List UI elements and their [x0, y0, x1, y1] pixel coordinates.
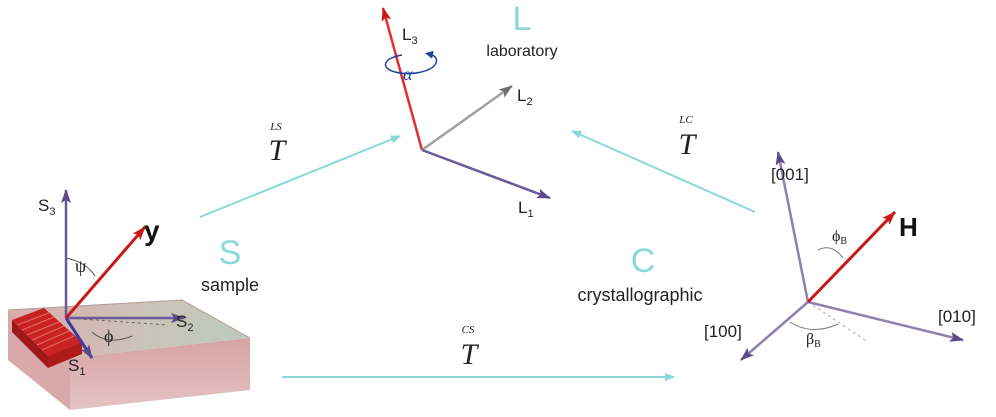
betab-projection-line: [807, 301, 869, 343]
sample-frame-letter: S: [219, 234, 242, 272]
angle-phi-label: ϕ: [104, 326, 113, 346]
sample-axis-s2-label: S2: [176, 312, 193, 334]
sample-frame-name: sample: [201, 275, 259, 295]
crystal-vector-h: [806, 210, 897, 304]
rotation-alpha-label: α: [403, 64, 413, 84]
transform-lc-superscript: LC: [678, 114, 693, 126]
crystal-axis-100: [740, 301, 809, 361]
angle-psi-label: ψ: [75, 256, 87, 276]
transform-label-cs: CS T: [461, 324, 480, 371]
lab-frame-letter: L: [513, 0, 532, 38]
sample-frame: S3 S2 S1 y ψ ϕ S sample: [7, 189, 259, 410]
crystal-frame-name: crystallographic: [577, 285, 702, 305]
sample-block: [7, 299, 251, 410]
rotation-arrow: [384, 50, 438, 75]
sample-axis-s1-label: S1: [68, 356, 85, 378]
lab-axis-l2-label: L2: [517, 86, 533, 108]
crystal-axis-010-label: [010]: [938, 307, 976, 326]
sample-axis-s1: [64, 317, 94, 359]
crystal-vector-h-label: H: [899, 212, 918, 242]
lab-axis-l2: [421, 84, 513, 152]
lab-axis-l3: [381, 7, 424, 151]
transform-ls-superscript: LS: [269, 121, 282, 133]
transform-lc-symbol: T: [679, 128, 698, 161]
crystal-axis-001-label: [001]: [771, 165, 809, 184]
lab-axis-l1-label: L1: [518, 198, 534, 220]
transform-arrow-lc: [571, 130, 756, 213]
sample-crystal: [12, 308, 82, 368]
transform-cs-symbol: T: [461, 338, 480, 371]
angle-betab-arc: [789, 321, 839, 330]
phi-projection-line: [65, 317, 169, 326]
crystallographic-frame: [001] [010] [100] H ϕB βB C crystallogra…: [577, 151, 976, 361]
angle-betab-label: βB: [806, 331, 821, 350]
transform-label-lc: LC T: [678, 114, 697, 161]
transform-label-ls: LS T: [269, 121, 288, 167]
sample-vector-y: [64, 226, 147, 319]
crystal-frame-letter: C: [631, 242, 656, 280]
angle-phib-arc: [817, 247, 844, 259]
crystal-axis-001: [775, 151, 810, 303]
angle-phi-arc: [91, 331, 133, 341]
sample-axis-s3-label: S3: [38, 196, 55, 218]
angle-phib-label: ϕB: [832, 228, 847, 247]
crystal-axis-010: [807, 300, 964, 342]
transform-ls-symbol: T: [269, 134, 288, 167]
transform-arrows: [199, 130, 756, 381]
laboratory-frame: α L3 L2 L1 L laboratory: [381, 0, 558, 220]
transform-cs-superscript: CS: [462, 324, 475, 336]
angle-psi-arc: [65, 257, 96, 277]
lab-axis-l3-label: L3: [402, 25, 418, 47]
transform-arrow-ls: [199, 135, 401, 218]
sample-vector-y-label: y: [144, 215, 160, 246]
lab-frame-name: laboratory: [486, 43, 557, 60]
crystal-axis-100-label: [100]: [704, 322, 742, 341]
lab-axis-l1: [421, 148, 551, 200]
